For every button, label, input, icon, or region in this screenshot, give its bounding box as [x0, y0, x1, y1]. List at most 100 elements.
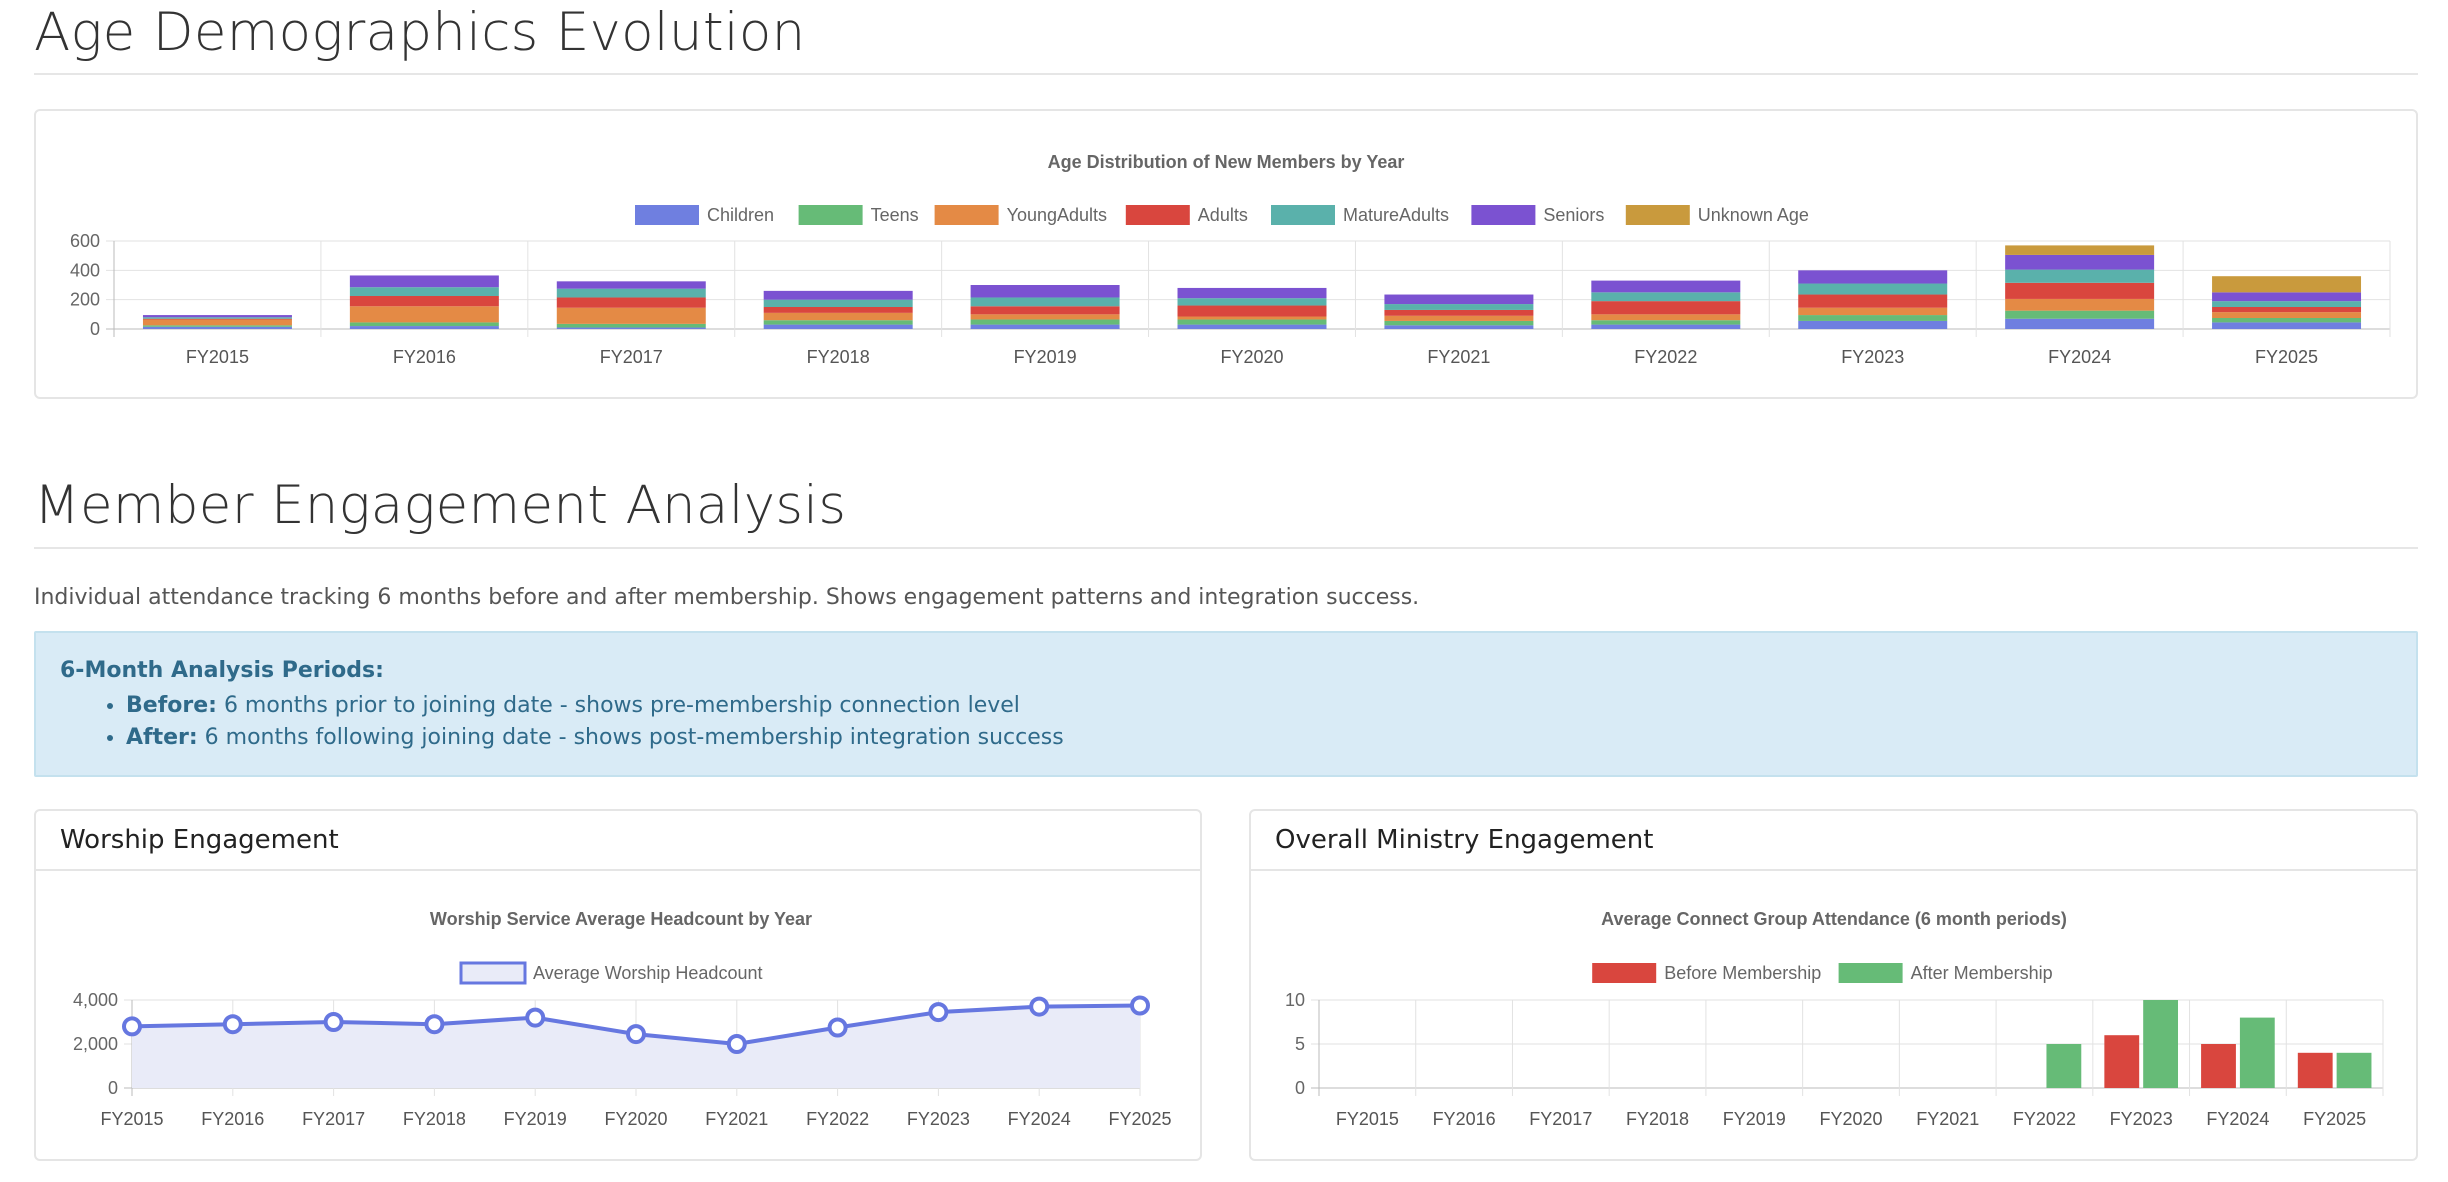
bar-segment [763, 290, 913, 300]
bar-segment [970, 319, 1120, 325]
bar-segment [349, 326, 499, 329]
bar-segment [1798, 270, 1948, 284]
bar-segment [1177, 305, 1327, 317]
y-tick-label: 200 [70, 290, 100, 310]
bar-segment [1591, 324, 1741, 329]
x-tick-label: FY2016 [1433, 1109, 1496, 1129]
x-tick-label: FY2015 [186, 347, 249, 367]
bar-segment [1591, 314, 1741, 321]
legend-swatch [934, 205, 999, 225]
connect-group-chart: Average Connect Group Attendance (6 mont… [1285, 909, 2384, 1129]
legend-label: Children [707, 205, 774, 225]
bar [2046, 1044, 2082, 1088]
member-engagement-title: Member Engagement Analysis [34, 475, 847, 536]
bar-segment [1591, 320, 1741, 325]
bar-segment [2005, 282, 2155, 299]
bar-segment [970, 314, 1120, 320]
x-tick-label: FY2016 [201, 1109, 264, 1129]
section-divider [34, 547, 2418, 549]
bar-segment [349, 296, 499, 307]
x-tick-label: FY2025 [2255, 347, 2318, 367]
legend-label: Teens [871, 205, 919, 225]
chart-title: Age Distribution of New Members by Year [1048, 152, 1405, 172]
section-divider [34, 73, 2418, 75]
bar-segment [1177, 316, 1327, 320]
y-tick-label: 4,000 [73, 990, 118, 1010]
x-tick-label: FY2018 [403, 1109, 466, 1129]
chart-title: Worship Service Average Headcount by Yea… [430, 909, 812, 929]
x-tick-label: FY2023 [907, 1109, 970, 1129]
legend-swatch [635, 205, 699, 225]
x-tick-label: FY2018 [1626, 1109, 1689, 1129]
legend-swatch [1125, 205, 1190, 225]
x-tick-label: FY2016 [393, 347, 456, 367]
bar-segment [142, 325, 292, 327]
age-demographics-title: Age Demographics Evolution [34, 2, 806, 63]
bar-segment [1591, 301, 1741, 315]
x-tick-label: FY2018 [807, 347, 870, 367]
bar-segment [2212, 301, 2362, 307]
bar-segment [763, 299, 913, 307]
y-tick-label: 2,000 [73, 1034, 118, 1054]
bar-segment [142, 326, 292, 329]
data-point [726, 1034, 747, 1054]
bar-segment [556, 323, 706, 328]
bar-segment [1798, 315, 1948, 321]
bar-segment [2212, 292, 2362, 302]
x-tick-label: FY2015 [1336, 1109, 1399, 1129]
x-tick-label: FY2017 [1529, 1109, 1592, 1129]
bar-segment [556, 281, 706, 289]
data-point [626, 1024, 646, 1045]
x-tick-label: FY2024 [2206, 1109, 2269, 1129]
x-tick-label: FY2020 [1819, 1109, 1882, 1129]
data-point [928, 1002, 949, 1023]
bar-segment [142, 317, 292, 319]
card-title: Worship Engagement [60, 825, 339, 855]
legend-swatch [459, 961, 527, 985]
bar-segment [1384, 294, 1534, 305]
bar-segment [1798, 294, 1948, 308]
worship-headcount-chart: Worship Service Average Headcount by Yea… [73, 909, 1172, 1129]
bar-segment [349, 322, 499, 327]
x-tick-label: FY2017 [302, 1109, 365, 1129]
bar-segment [1177, 324, 1327, 329]
bar-segment [2005, 254, 2155, 270]
ministry-engagement-card: Overall Ministry Engagement Average Conn… [1249, 809, 2418, 1161]
legend-label: After Membership [1911, 963, 2053, 983]
y-tick-label: 400 [70, 260, 100, 280]
bar-segment [1384, 304, 1534, 310]
x-tick-label: FY2021 [705, 1109, 768, 1129]
age-distribution-card: Age Distribution of New Members by Year C… [34, 109, 2418, 399]
legend-label: YoungAdults [1007, 205, 1107, 225]
bar-segment [970, 306, 1120, 315]
y-tick-label: 5 [1295, 1034, 1305, 1054]
x-tick-label: FY2020 [604, 1109, 667, 1129]
y-tick-label: 0 [90, 319, 100, 339]
x-tick-label: FY2024 [1008, 1109, 1071, 1129]
bar-segment [349, 275, 499, 288]
legend-label: Before Membership [1664, 963, 1821, 983]
bar-segment [2212, 322, 2362, 329]
info-item-text: 6 months prior to joining date - shows p… [216, 693, 1020, 718]
legend-label: Unknown Age [1698, 205, 1809, 225]
bar-segment [970, 297, 1120, 307]
legend-label: Average Worship Headcount [533, 963, 762, 983]
bar-segment [142, 319, 292, 326]
x-tick-label: FY2021 [1427, 347, 1490, 367]
legend-swatch [1471, 205, 1536, 225]
x-tick-label: FY2023 [2110, 1109, 2173, 1129]
x-tick-label: FY2015 [100, 1109, 163, 1129]
x-tick-label: FY2017 [600, 347, 663, 367]
bar-segment [556, 327, 706, 329]
line-area [132, 1005, 1140, 1088]
y-tick-label: 0 [1295, 1078, 1305, 1098]
bar-segment [556, 307, 706, 324]
bar-segment [142, 315, 292, 318]
data-point [222, 1014, 243, 1035]
data-point [827, 1017, 848, 1038]
legend-swatch [1271, 205, 1335, 225]
bar-segment [2212, 276, 2362, 293]
bar-segment [970, 285, 1120, 298]
bar-segment [2005, 310, 2155, 319]
bar-segment [556, 288, 706, 298]
